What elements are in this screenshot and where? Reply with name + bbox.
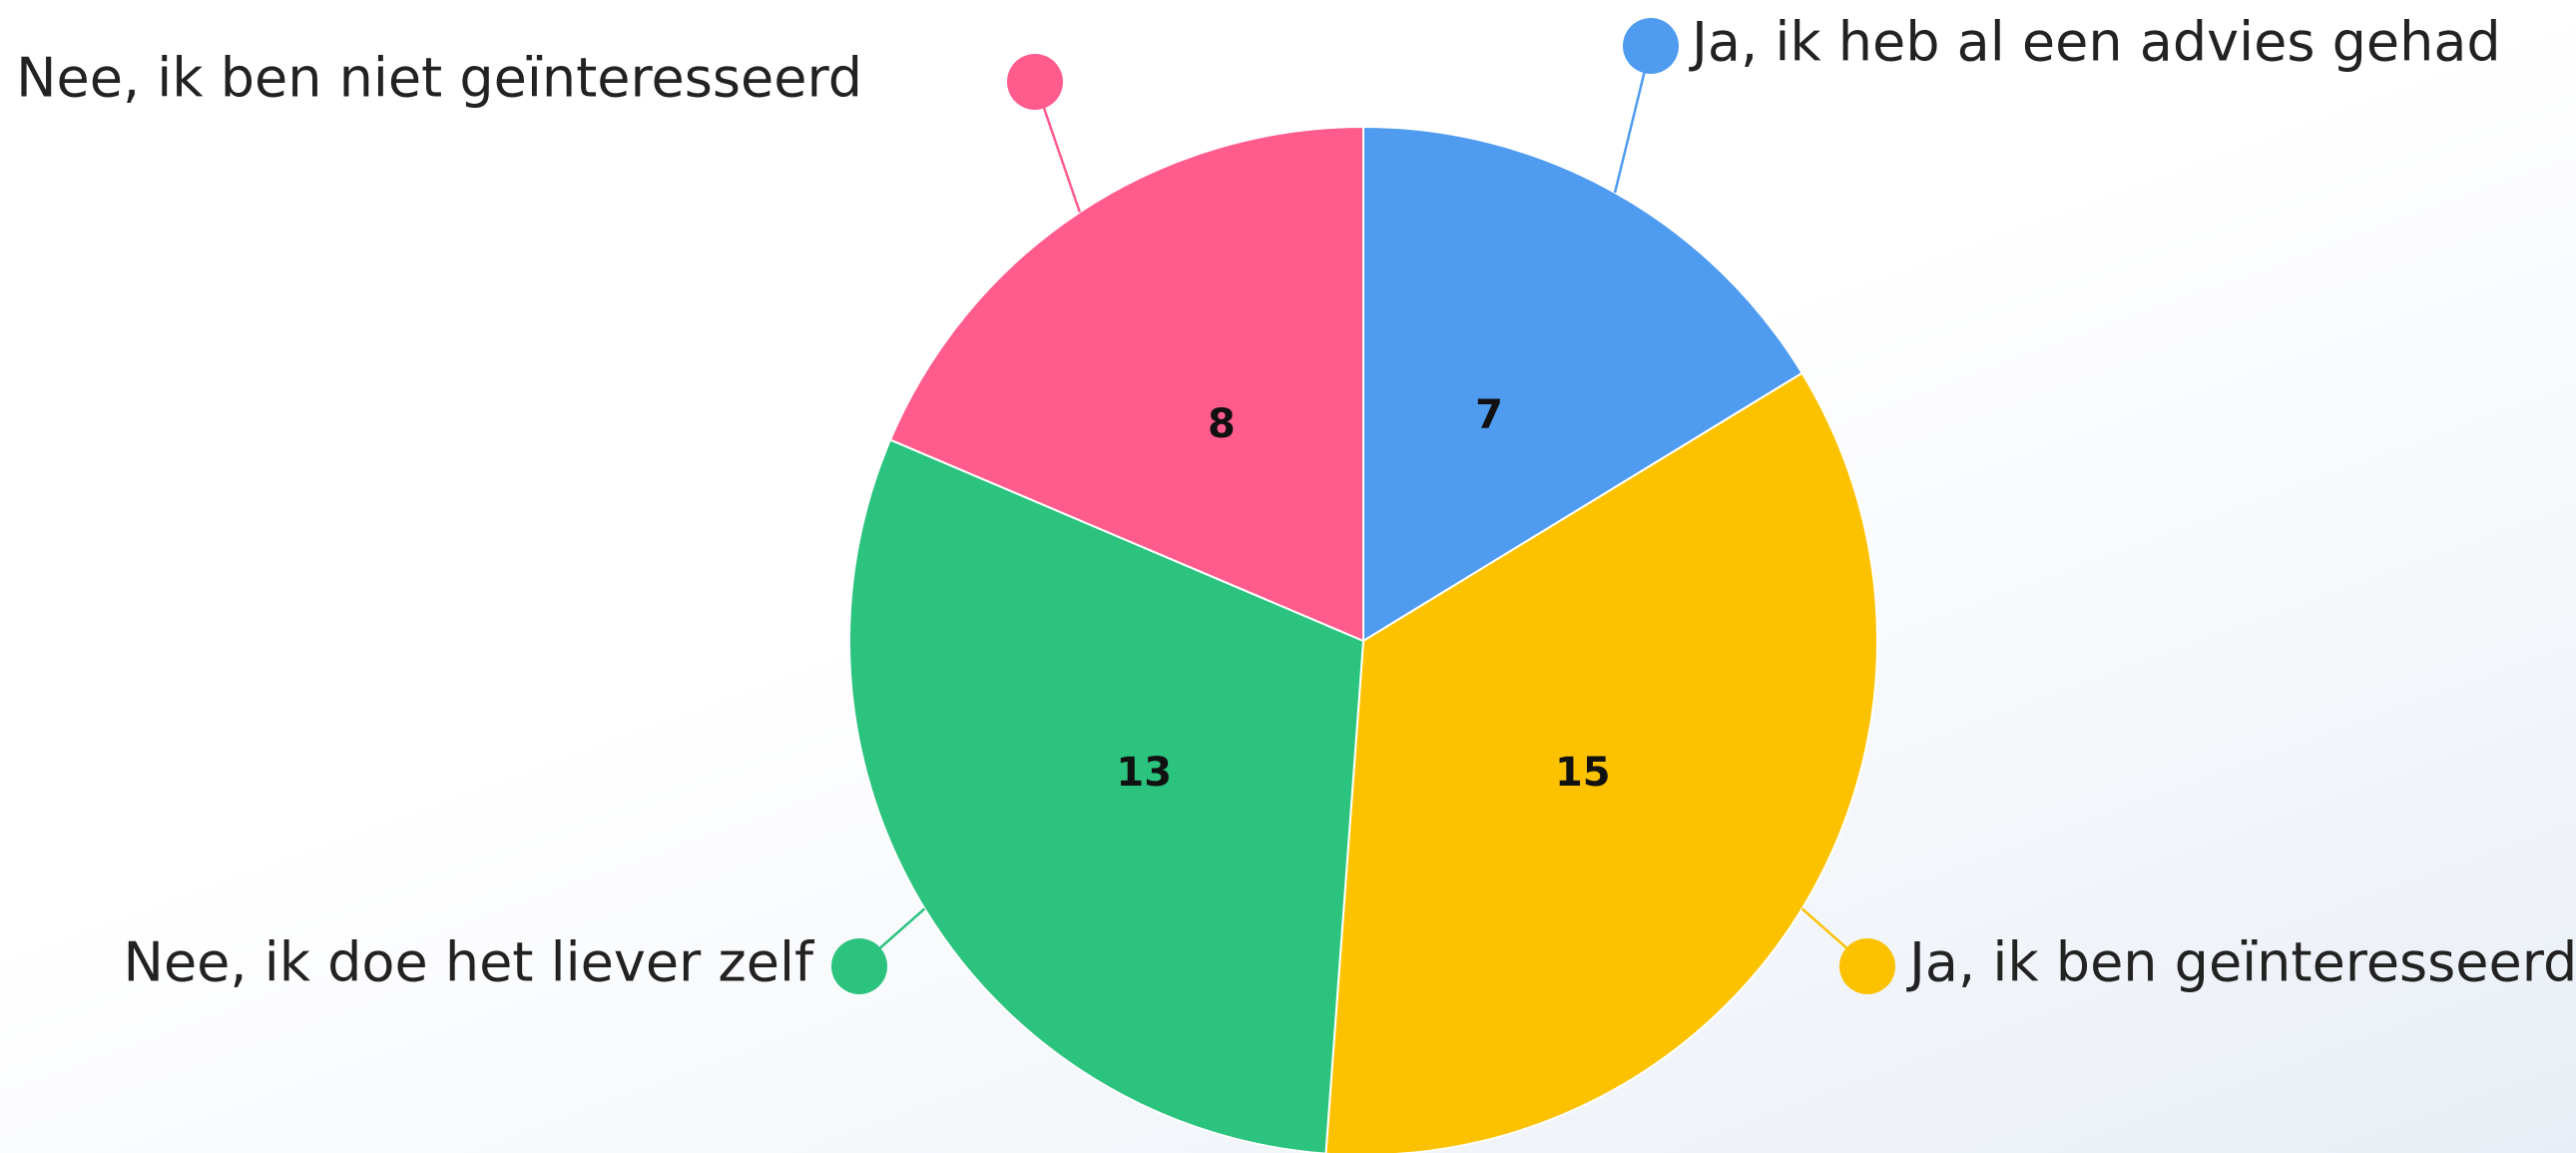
data-label: 13 — [1116, 750, 1172, 796]
category-label: Nee, ik ben niet geïnteresseerd — [16, 47, 862, 110]
pie-slice — [1362, 125, 1803, 643]
data-label: 15 — [1555, 750, 1611, 796]
category-label: Nee, ik doe het liever zelf — [124, 931, 815, 994]
category-label: Ja, ik ben geïnteresseerd — [1906, 931, 2576, 994]
legend-dot — [1007, 54, 1063, 110]
data-label: 8 — [1208, 401, 1236, 447]
category-label: Ja, ik heb al een advies gehad — [1689, 11, 2501, 74]
data-label: 7 — [1475, 391, 1503, 437]
legend-dot — [831, 938, 887, 994]
legend-dot — [1623, 18, 1679, 74]
pie-slice — [888, 125, 1364, 643]
legend-dot — [1839, 938, 1895, 994]
